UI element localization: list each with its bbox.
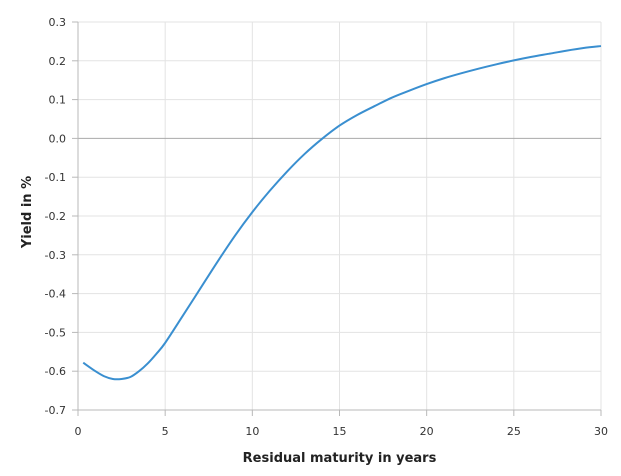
y-tick-label: 0.1 bbox=[49, 94, 67, 107]
y-tick-label: 0.2 bbox=[49, 55, 67, 68]
y-tick-label: -0.3 bbox=[45, 249, 66, 262]
yield-curve-line bbox=[82, 45, 602, 381]
x-tick-label: 15 bbox=[333, 425, 347, 438]
y-tick-label: 0.3 bbox=[49, 16, 67, 29]
x-tick-label: 25 bbox=[507, 425, 521, 438]
x-tick-label: 5 bbox=[162, 425, 169, 438]
x-tick-label: 20 bbox=[420, 425, 434, 438]
x-axis-title: Residual maturity in years bbox=[243, 451, 437, 466]
y-tick-label: -0.6 bbox=[45, 365, 66, 378]
y-tick-label: 0.0 bbox=[49, 132, 67, 145]
y-tick-label: -0.2 bbox=[45, 210, 66, 223]
y-tick-label: -0.5 bbox=[45, 326, 66, 339]
x-tick-label: 10 bbox=[245, 425, 259, 438]
y-tick-label: -0.4 bbox=[45, 288, 66, 301]
grid bbox=[78, 21, 602, 411]
x-tick-label: 30 bbox=[594, 425, 608, 438]
series-layer bbox=[82, 45, 602, 381]
y-tick-label: -0.1 bbox=[45, 171, 66, 184]
axes bbox=[72, 21, 602, 416]
tick-labels: 0.3 0.2 0.1 0.0 -0.1 -0.2 -0.3 -0.4 -0.5 -0.6 -0.7… bbox=[45, 16, 608, 438]
y-tick-label: -0.7 bbox=[45, 404, 66, 417]
x-tick-label: 0 bbox=[75, 425, 82, 438]
y-axis-title: Yield in % bbox=[20, 176, 35, 249]
